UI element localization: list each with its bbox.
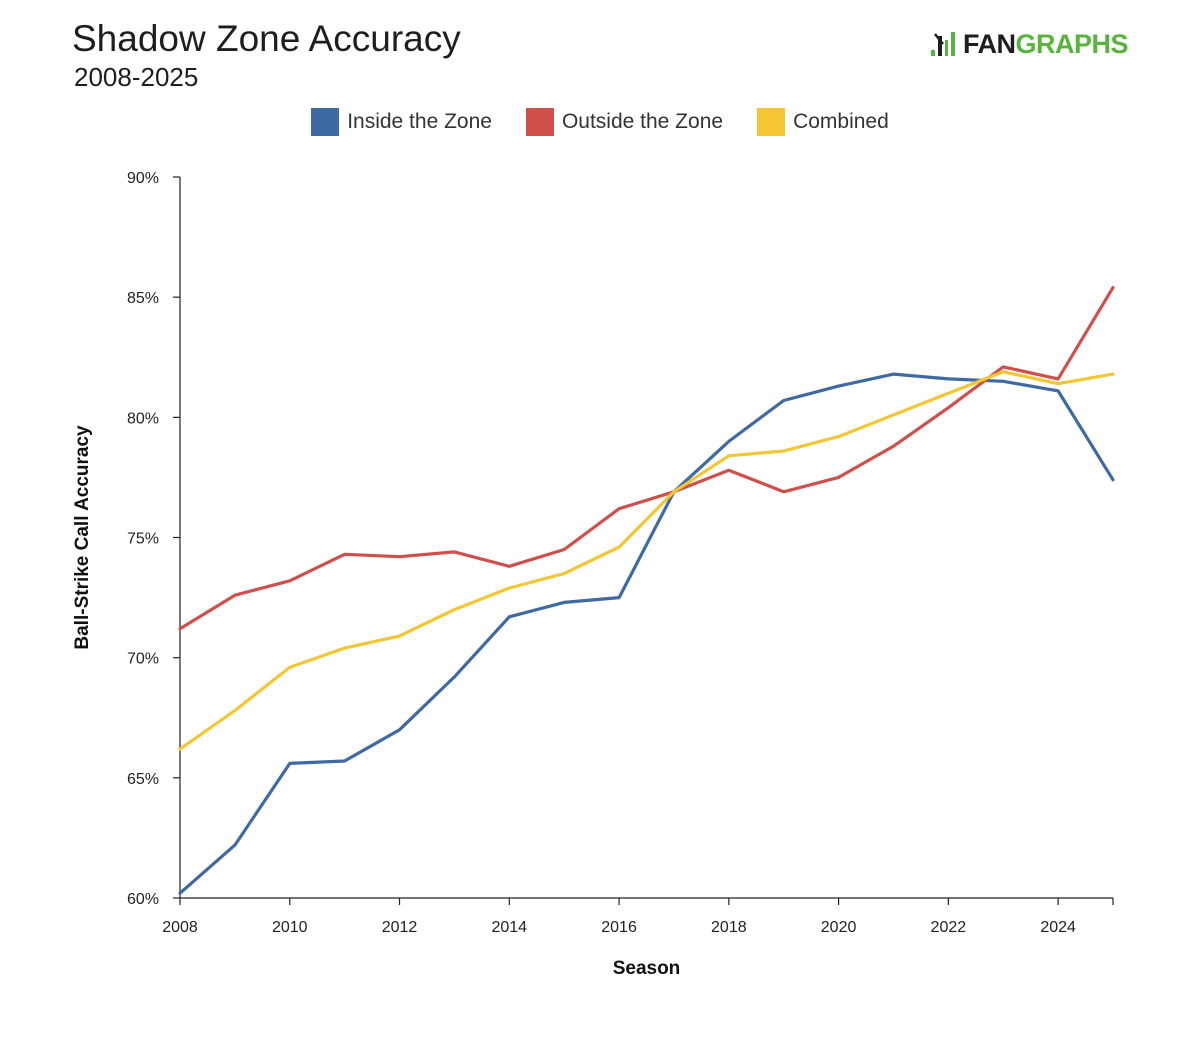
fangraphs-logo[interactable]: FANGRAPHS — [929, 28, 1128, 60]
series-line-outside-the-zone — [178, 286, 1115, 631]
brand-graphs-text: GRAPHS — [1015, 28, 1128, 59]
legend-label: Outside the Zone — [561, 110, 724, 133]
y-tick-label: 65% — [127, 771, 159, 788]
legend-item-combined: Combined — [757, 108, 889, 136]
y-tick-label: 85% — [127, 290, 159, 307]
y-tick-label: 90% — [127, 170, 159, 187]
batter-icon — [930, 32, 955, 56]
x-tick-label: 2012 — [382, 919, 418, 936]
y-tick-label: 80% — [127, 410, 159, 427]
x-tick-label: 2016 — [601, 919, 637, 936]
chart-subtitle: 2008-2025 — [74, 62, 199, 92]
legend-item-inside-the-zone: Inside the Zone — [311, 108, 492, 136]
legend-swatch — [311, 108, 340, 136]
x-tick-label: 2014 — [491, 919, 527, 936]
legend-swatch — [757, 108, 786, 136]
chart-legend: Inside the Zone Outside the Zone Combined — [0, 108, 1200, 136]
brand-fan-text: FAN — [962, 28, 1016, 59]
x-tick-label: 2010 — [272, 919, 308, 936]
series-line-inside-the-zone — [178, 372, 1115, 895]
x-tick-label: 2024 — [1040, 919, 1076, 936]
y-tick-label: 75% — [127, 531, 159, 548]
x-tick-label: 2008 — [162, 919, 198, 936]
legend-label: Inside the Zone — [347, 110, 492, 133]
x-tick-label: 2020 — [821, 919, 857, 936]
x-tick-label: 2018 — [711, 919, 747, 936]
legend-item-outside-the-zone: Outside the Zone — [525, 108, 724, 136]
legend-swatch — [525, 108, 554, 136]
y-axis-title: Ball-Strike Call Accuracy — [72, 425, 93, 650]
chart-title: Shadow Zone Accuracy — [72, 18, 461, 59]
x-tick-label: 2022 — [931, 919, 967, 936]
y-tick-label: 70% — [127, 651, 159, 668]
legend-label: Combined — [793, 110, 889, 133]
y-tick-label: 60% — [127, 891, 159, 908]
x-axis-title: Season — [613, 958, 681, 979]
series-line-combined — [178, 370, 1115, 751]
